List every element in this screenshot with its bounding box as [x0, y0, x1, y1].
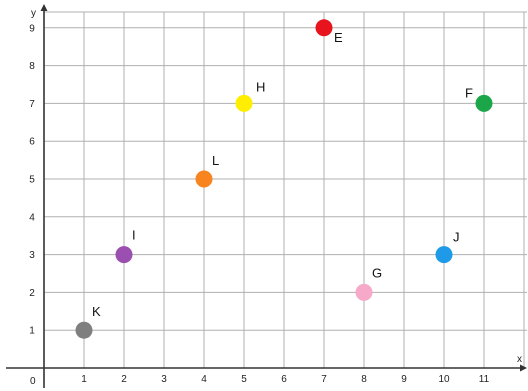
x-tick-label: 4	[201, 374, 207, 385]
y-tick-label: 2	[29, 288, 35, 299]
x-tick-label: 7	[321, 374, 327, 385]
y-tick-label: 4	[29, 212, 35, 223]
x-tick-label: 5	[241, 374, 247, 385]
y-tick-label: 5	[29, 175, 35, 186]
axes: x y 0	[6, 4, 527, 388]
x-tick-label: 11	[479, 374, 490, 385]
point-label-i: I	[132, 228, 136, 243]
point-label-e: E	[334, 30, 343, 45]
x-tick-label: 2	[121, 374, 127, 385]
x-tick-label: 3	[161, 374, 167, 385]
point-g	[355, 283, 373, 301]
x-tick-label: 9	[401, 374, 407, 385]
points: K I L H E G J F	[75, 19, 493, 339]
point-j	[435, 246, 453, 264]
point-k	[75, 321, 93, 339]
x-axis-label: x	[517, 354, 522, 365]
y-tick-label: 7	[29, 99, 35, 110]
y-tick-label: 8	[29, 61, 35, 72]
y-tick-label: 3	[29, 250, 35, 261]
point-i	[115, 246, 133, 264]
origin-label: 0	[30, 376, 36, 387]
y-axis-label: y	[31, 8, 36, 19]
point-h	[235, 94, 253, 112]
y-axis-arrow	[40, 4, 48, 11]
x-tick-label: 8	[361, 374, 367, 385]
y-tick-label: 1	[29, 326, 35, 337]
point-label-j: J	[453, 230, 460, 245]
point-f	[475, 94, 493, 112]
x-tick-label: 6	[281, 374, 287, 385]
x-tick-label: 10	[438, 374, 450, 385]
point-label-l: L	[212, 153, 219, 168]
point-label-h: H	[256, 79, 265, 94]
y-tick-label: 6	[29, 137, 35, 148]
point-e	[315, 19, 333, 37]
point-l	[195, 170, 213, 188]
y-tick-label: 9	[29, 23, 35, 34]
x-tick-label: 1	[81, 374, 87, 385]
point-label-f: F	[465, 85, 473, 100]
grid	[44, 11, 527, 368]
point-label-g: G	[372, 265, 382, 280]
point-label-k: K	[92, 304, 101, 319]
x-axis-arrow	[520, 364, 527, 372]
